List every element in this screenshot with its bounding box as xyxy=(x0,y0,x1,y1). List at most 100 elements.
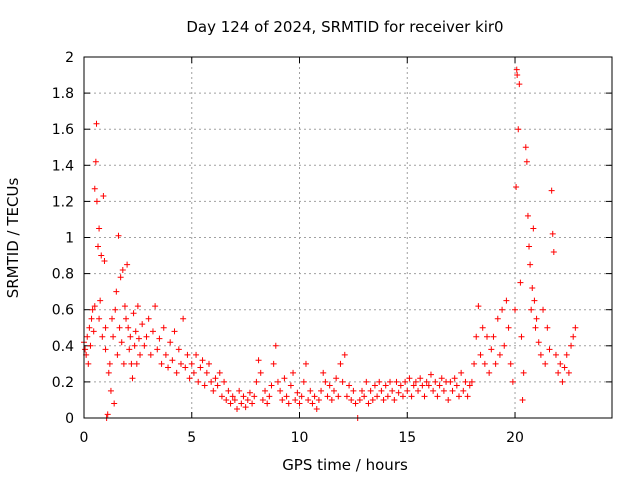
data-point xyxy=(496,351,503,358)
data-point xyxy=(516,81,523,88)
data-point xyxy=(337,360,344,367)
data-points xyxy=(81,66,579,421)
data-point xyxy=(302,360,309,367)
data-point xyxy=(320,369,327,376)
grid xyxy=(84,57,612,418)
data-point xyxy=(460,387,467,394)
data-point xyxy=(328,396,335,403)
data-point xyxy=(249,400,256,407)
data-point xyxy=(110,333,117,340)
data-point xyxy=(387,378,394,385)
data-point xyxy=(118,339,125,346)
data-point xyxy=(451,375,458,382)
data-point xyxy=(369,396,376,403)
data-point xyxy=(97,297,104,304)
data-point xyxy=(270,360,277,367)
data-point xyxy=(408,393,415,400)
data-point xyxy=(197,364,204,371)
x-tick-label: 20 xyxy=(506,430,524,446)
y-tick-label: 1.6 xyxy=(52,122,74,138)
data-point xyxy=(361,393,368,400)
data-point xyxy=(147,351,154,358)
y-tick-label: 1.8 xyxy=(52,86,74,102)
data-point xyxy=(216,369,223,376)
data-point xyxy=(126,346,133,353)
data-point xyxy=(264,400,271,407)
x-tick-label: 10 xyxy=(291,430,309,446)
data-point xyxy=(203,369,210,376)
data-point xyxy=(205,360,212,367)
y-tick-label: 1 xyxy=(65,231,74,247)
data-point xyxy=(552,351,559,358)
data-point xyxy=(399,393,406,400)
y-tick-label: 0 xyxy=(65,411,74,427)
data-point xyxy=(374,393,381,400)
y-tick-label: 0.6 xyxy=(52,303,74,319)
data-point xyxy=(436,382,443,389)
data-point xyxy=(524,212,531,219)
data-point xyxy=(330,387,337,394)
data-point xyxy=(477,351,484,358)
tick-labels: 00.20.40.60.811.21.41.61.820 5 10 15 20 xyxy=(52,50,524,446)
data-point xyxy=(464,393,471,400)
data-point xyxy=(145,315,152,322)
chart-title: Day 124 of 2024, SRMTID for receiver kir… xyxy=(186,18,503,36)
data-point xyxy=(565,369,572,376)
data-point xyxy=(182,364,189,371)
data-point xyxy=(188,360,195,367)
data-point xyxy=(95,243,102,250)
data-point xyxy=(343,393,350,400)
data-point xyxy=(458,369,465,376)
data-point xyxy=(167,339,174,346)
data-point xyxy=(382,382,389,389)
data-point xyxy=(311,393,318,400)
data-point xyxy=(113,288,120,295)
data-point xyxy=(513,66,520,73)
data-point xyxy=(523,158,530,165)
data-point xyxy=(82,346,89,353)
data-point xyxy=(92,158,99,165)
data-point xyxy=(158,360,165,367)
data-point xyxy=(105,369,112,376)
data-point xyxy=(180,315,187,322)
data-point xyxy=(468,378,475,385)
data-point xyxy=(292,396,299,403)
data-point xyxy=(367,387,374,394)
data-point xyxy=(512,306,519,313)
data-point xyxy=(160,324,167,331)
data-point xyxy=(84,333,91,340)
data-point xyxy=(238,400,245,407)
data-point xyxy=(262,387,269,394)
data-point xyxy=(479,324,486,331)
data-point xyxy=(402,378,409,385)
data-point xyxy=(572,324,579,331)
data-point xyxy=(365,400,372,407)
data-point xyxy=(128,360,135,367)
data-point xyxy=(509,378,516,385)
data-point xyxy=(517,279,524,286)
data-point xyxy=(397,382,404,389)
data-point xyxy=(393,378,400,385)
data-point xyxy=(253,378,260,385)
data-point xyxy=(268,382,275,389)
data-point xyxy=(279,396,286,403)
x-axis-title: GPS time / hours xyxy=(282,456,408,474)
data-point xyxy=(563,351,570,358)
data-point xyxy=(440,387,447,394)
data-point xyxy=(542,360,549,367)
data-point xyxy=(234,405,241,412)
data-point xyxy=(499,306,506,313)
data-point xyxy=(221,378,228,385)
data-point xyxy=(190,369,197,376)
data-point xyxy=(255,357,262,364)
data-point xyxy=(99,333,106,340)
data-point xyxy=(535,339,542,346)
data-point xyxy=(259,396,266,403)
data-point xyxy=(462,378,469,385)
data-point xyxy=(246,389,253,396)
data-point xyxy=(526,243,533,250)
data-point xyxy=(486,369,493,376)
data-point xyxy=(229,393,236,400)
data-point xyxy=(231,396,238,403)
